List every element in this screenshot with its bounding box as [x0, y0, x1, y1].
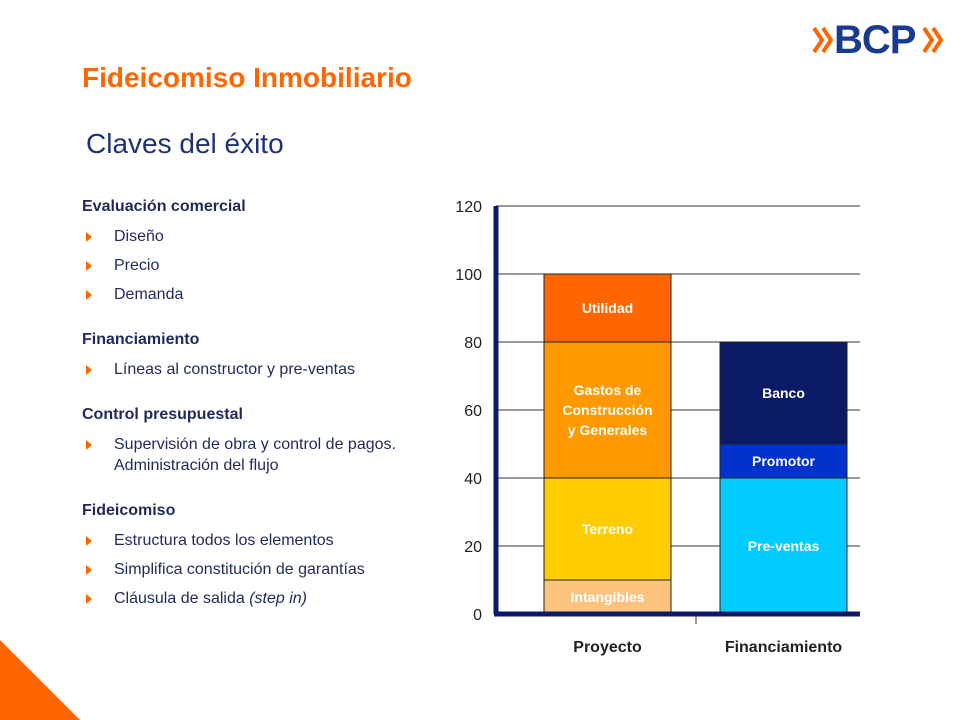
- key-factors-list: Evaluación comercial Diseño Precio Deman…: [82, 198, 422, 635]
- y-tick-label: 40: [464, 471, 482, 488]
- y-tick-label: 120: [455, 199, 482, 216]
- section-title: Evaluación comercial: [82, 198, 246, 215]
- list-item: Simplifica constitución de garantías: [82, 559, 422, 580]
- y-tick-label: 60: [464, 403, 482, 420]
- bar-segment-label: Construcción: [562, 402, 652, 418]
- list-item: Diseño: [82, 226, 422, 247]
- list-item: Supervisión de obra y control de pagos. …: [82, 434, 422, 476]
- bullet-arrow-icon: [86, 594, 92, 604]
- bullet-arrow-icon: [86, 290, 92, 300]
- y-tick-label: 0: [473, 607, 482, 624]
- bullet-arrow-icon: [86, 232, 92, 242]
- bar-segment: [719, 477, 848, 615]
- bar-segment: [543, 477, 672, 581]
- y-tick-label: 80: [464, 335, 482, 352]
- section-financiamiento: Financiamiento Líneas al constructor y p…: [82, 331, 422, 380]
- bar-segment-label: Pre-ventas: [748, 538, 820, 554]
- x-category-label: Financiamiento: [725, 639, 843, 656]
- bullet-arrow-icon: [86, 536, 92, 546]
- page-title: Fideicomiso Inmobiliario: [82, 62, 412, 93]
- section-fideicomiso: Fideicomiso Estructura todos los element…: [82, 502, 422, 609]
- bar-segment-label: Intangibles: [571, 589, 645, 605]
- list-item: Cláusula de salida (step in): [82, 588, 422, 609]
- bar-segment: [719, 341, 848, 445]
- brand-wordmark: BCP: [834, 18, 916, 62]
- bullet-arrow-icon: [86, 565, 92, 575]
- section-title: Financiamiento: [82, 331, 200, 348]
- bullet-arrow-icon: [86, 440, 92, 450]
- bullet-arrow-icon: [86, 365, 92, 375]
- bar-segment: [543, 273, 672, 343]
- bar-segment-label: Promotor: [752, 453, 816, 469]
- bar-segment: [719, 443, 848, 479]
- bar-segment: [543, 341, 672, 479]
- y-tick-label: 100: [455, 267, 482, 284]
- corner-decoration: [0, 640, 80, 720]
- chevron-right-icon: [812, 26, 834, 54]
- section-evaluacion: Evaluación comercial Diseño Precio Deman…: [82, 198, 422, 305]
- bar-segment: [543, 579, 672, 615]
- list-item: Precio: [82, 255, 422, 276]
- bullet-arrow-icon: [86, 261, 92, 271]
- bar-segment-label: Gastos de: [574, 382, 642, 398]
- x-category-label: Proyecto: [573, 639, 642, 656]
- list-item: Estructura todos los elementos: [82, 530, 422, 551]
- bar-segment-label: Banco: [762, 385, 805, 401]
- section-title: Control presupuestal: [82, 406, 243, 423]
- section-title: Fideicomiso: [82, 502, 176, 519]
- page-subtitle: Claves del éxito: [86, 128, 284, 159]
- bar-segment-label: Terreno: [582, 521, 633, 537]
- bar-segment-label: y Generales: [568, 422, 648, 438]
- y-tick-label: 20: [464, 539, 482, 556]
- bar-segment-label: Utilidad: [582, 300, 633, 316]
- chevron-right-icon: [922, 26, 944, 54]
- section-control: Control presupuestal Supervisión de obra…: [82, 406, 422, 476]
- list-item: Líneas al constructor y pre-ventas: [82, 359, 422, 380]
- list-item: Demanda: [82, 284, 422, 305]
